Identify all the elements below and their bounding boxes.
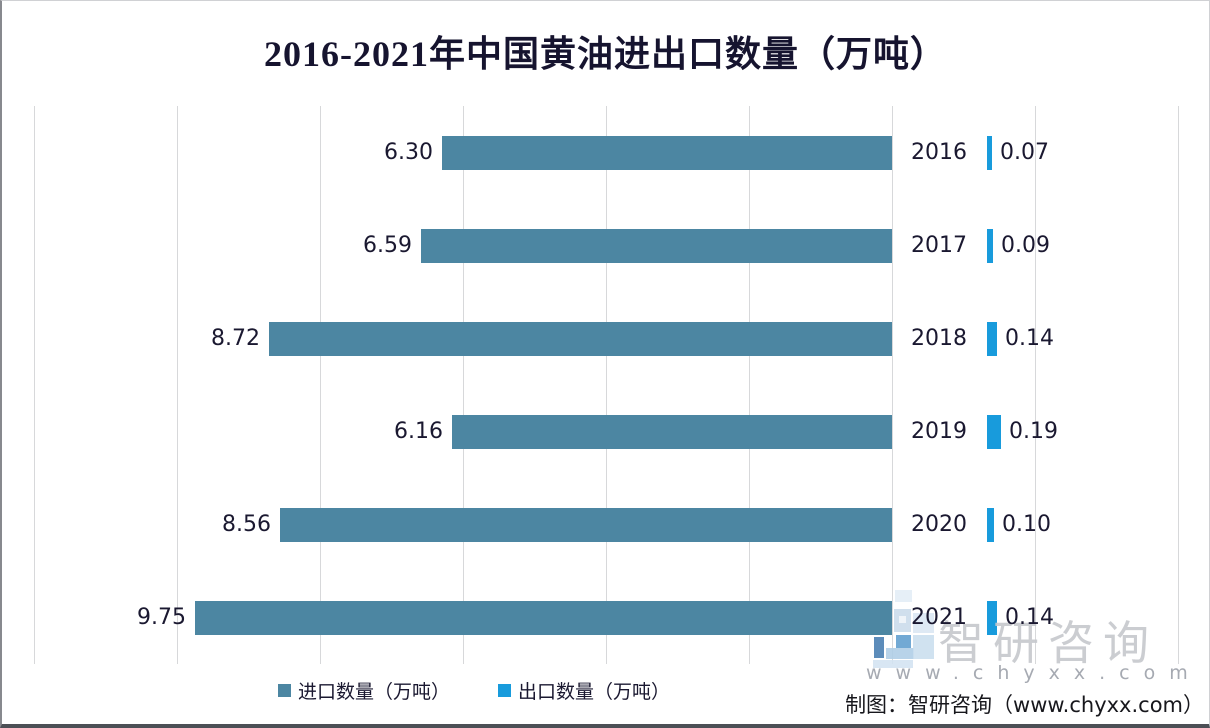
chart-row-2020: 8.56 2020 0.10 [2,478,1209,571]
import-value-label: 6.30 [384,140,433,165]
gridline [606,106,607,664]
import-bar [269,321,892,356]
gridline [749,106,750,664]
export-value-label: 0.14 [1005,605,1054,630]
gridline [892,106,893,664]
export-value-label: 0.07 [1000,140,1049,165]
import-value-label: 8.56 [222,512,271,537]
chart-row-2018: 8.72 2018 0.14 [2,292,1209,385]
legend-label-import: 进口数量（万吨） [298,681,451,703]
import-bar [195,600,892,635]
gridline [1035,106,1036,664]
export-value-label: 0.10 [1002,512,1051,537]
chart-row-2017: 6.59 2017 0.09 [2,199,1209,292]
import-value-label: 6.16 [394,419,443,444]
export-bar [987,135,992,170]
export-bar [987,321,997,356]
export-bar [987,414,1001,449]
legend-item-export: 出口数量（万吨） [498,677,670,704]
attribution-text: 制图：智研咨询（www.chyxx.com） [845,693,1204,717]
year-label: 2018 [911,326,967,351]
gridline [463,106,464,664]
import-bar [421,228,892,263]
chart-legend: 进口数量（万吨） 出口数量（万吨） [278,677,670,704]
chart-row-2019: 6.16 2019 0.19 [2,385,1209,478]
import-bar [280,507,892,542]
import-bar [452,414,892,449]
gridline [177,106,178,664]
plot-area: 6.30 2016 0.07 6.59 2017 0.09 8.72 2018 0.14 6.16… [2,106,1209,664]
gridline [34,106,35,664]
import-value-label: 8.72 [211,326,260,351]
year-label: 2019 [911,419,967,444]
chart-row-2016: 6.30 2016 0.07 [2,106,1209,199]
year-label: 2016 [911,140,967,165]
legend-item-import: 进口数量（万吨） [278,677,450,704]
year-label: 2021 [911,605,967,630]
export-bar [987,600,997,635]
export-value-label: 0.19 [1009,419,1058,444]
export-bar [987,507,994,542]
watermark-url-text: www.chyxx.com [866,662,1202,684]
export-value-label: 0.14 [1005,326,1054,351]
year-label: 2020 [911,512,967,537]
import-swatch-icon [278,684,291,697]
export-value-label: 0.09 [1001,233,1050,258]
year-label: 2017 [911,233,967,258]
import-bar [442,135,892,170]
legend-label-export: 出口数量（万吨） [518,681,671,703]
chart-title: 2016-2021年中国黄油进出口数量（万吨） [264,34,947,74]
export-swatch-icon [498,684,512,697]
import-value-label: 9.75 [137,605,186,630]
gridline [1178,106,1179,664]
gridline [320,106,321,664]
export-bar [987,228,993,263]
import-value-label: 6.59 [363,233,412,258]
